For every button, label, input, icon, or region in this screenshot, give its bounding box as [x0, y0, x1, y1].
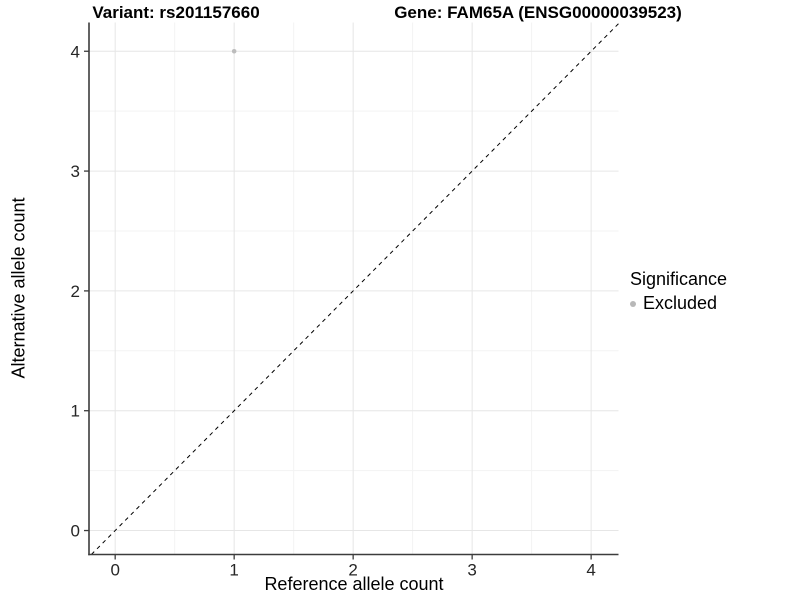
legend-title: Significance	[630, 269, 728, 289]
x-tick-label: 2	[348, 561, 357, 580]
x-tick-label: 4	[586, 561, 595, 580]
gene-title: Gene: FAM65A (ENSG00000039523)	[394, 3, 682, 22]
legend-key-dot-icon	[630, 300, 636, 307]
y-tick-label: 0	[71, 522, 80, 541]
legend-item-excluded: Excluded	[630, 293, 727, 314]
y-tick-label: 1	[71, 402, 80, 421]
x-tick-label: 1	[229, 561, 238, 580]
y-tick-label: 3	[71, 162, 80, 181]
x-tick-label: 0	[110, 561, 119, 580]
y-axis-title: Alternative allele count	[8, 197, 29, 379]
x-tick-label: 3	[467, 561, 476, 580]
variant-title: Variant: rs201157660	[92, 3, 260, 22]
data-point-excluded	[231, 48, 237, 54]
legend: Significance Excluded	[630, 269, 727, 314]
y-tick-label: 4	[71, 42, 80, 61]
identity-line	[91, 23, 619, 555]
legend-item-label: Excluded	[643, 293, 718, 313]
y-tick-label: 2	[71, 282, 80, 301]
x-axis-title: Reference allele count	[264, 574, 444, 594]
